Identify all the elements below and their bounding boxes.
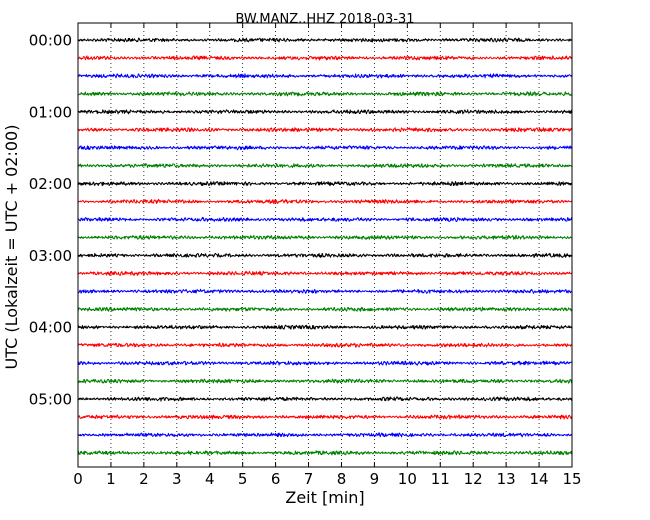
x-tick-label: 11: [431, 470, 450, 488]
trace-0230: [77, 216, 573, 223]
y-tick-label: 05:00: [29, 391, 72, 409]
plot-frame: [77, 22, 573, 468]
trace-0500: [77, 396, 573, 402]
y-tick-label: 03:00: [29, 247, 72, 265]
x-tick-label: 8: [337, 470, 347, 488]
trace-0545: [77, 450, 573, 456]
trace-0030: [77, 73, 573, 79]
y-tick-label: 01:00: [29, 103, 72, 121]
x-tick-label: 1: [106, 470, 116, 488]
trace-0300: [77, 252, 573, 258]
trace-0530: [77, 432, 573, 438]
x-tick-label: 0: [73, 470, 83, 488]
y-tick-label: 02:00: [29, 175, 72, 193]
trace-0245: [77, 234, 573, 240]
trace-0445: [77, 378, 573, 384]
trace-0345: [77, 306, 573, 312]
trace-0200: [77, 181, 573, 187]
y-tick-label: 00:00: [29, 32, 72, 50]
trace-0145: [77, 163, 573, 169]
trace-0100: [77, 109, 573, 115]
x-tick-label: 13: [497, 470, 516, 488]
chart-title: BW.MANZ..HHZ 2018-03-31: [235, 12, 414, 27]
x-tick-label: 3: [172, 470, 182, 488]
x-tick-label: 15: [562, 470, 581, 488]
trace-0130: [77, 145, 573, 151]
x-tick-label: 4: [205, 470, 215, 488]
y-tick-label: 04:00: [29, 319, 72, 337]
x-tick-label: 9: [370, 470, 380, 488]
trace-0415: [77, 342, 573, 348]
trace-0000: [77, 37, 573, 43]
x-tick-label: 7: [304, 470, 314, 488]
x-tick-label: 6: [271, 470, 281, 488]
y-axis-ticks: 00:00 01:00 02:00 03:00 04:00 05:00: [29, 32, 572, 409]
x-tick-label: 5: [238, 470, 248, 488]
trace-0515: [77, 414, 573, 420]
trace-0215: [77, 198, 573, 205]
x-tick-label: 10: [398, 470, 417, 488]
trace-0330: [77, 288, 573, 294]
trace-0045: [77, 91, 573, 97]
x-axis-label: Zeit [min]: [285, 488, 364, 507]
x-axis-ticks: 0 1 2 3 4 5 6 7 8 9 10 11 12 13 14 15: [73, 23, 582, 488]
trace-0315: [77, 270, 573, 276]
trace-0115: [77, 127, 573, 133]
x-tick-label: 12: [464, 470, 483, 488]
trace-0400: [77, 324, 573, 330]
trace-0430: [77, 360, 573, 366]
trace-0015: [77, 55, 573, 61]
x-tick-label: 2: [139, 470, 149, 488]
y-axis-label: UTC (Lokalzeit = UTC + 02:00): [2, 125, 21, 370]
x-tick-label: 14: [530, 470, 549, 488]
trace-group: [77, 37, 573, 456]
